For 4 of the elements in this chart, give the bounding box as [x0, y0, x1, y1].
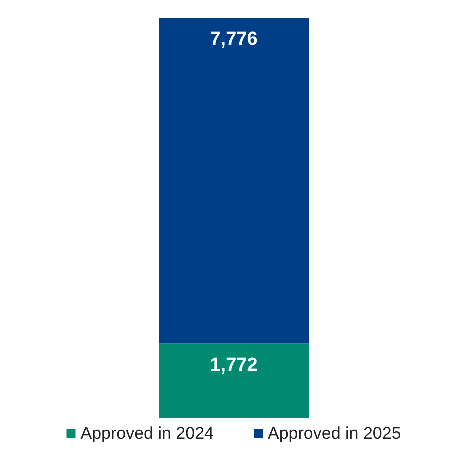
legend-label: Approved in 2024: [80, 424, 214, 443]
legend-label: Approved in 2025: [268, 424, 402, 443]
data-label: 1,772: [210, 354, 258, 376]
data-label: 7,776: [210, 29, 258, 50]
